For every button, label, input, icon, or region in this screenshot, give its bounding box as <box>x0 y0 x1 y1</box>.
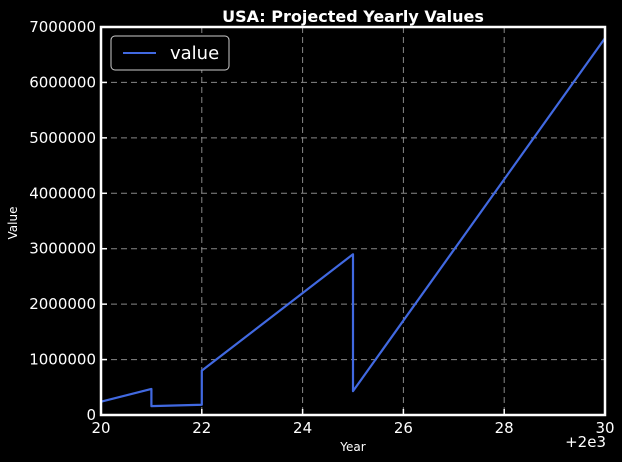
plot-frame <box>99 25 607 417</box>
y-axis-title: Value <box>6 207 20 240</box>
x-axis-offset-label: +2e3 <box>565 433 606 451</box>
y-tick-label: 6000000 <box>29 73 96 91</box>
x-axis-ticks: 20 22 24 26 28 30 <box>91 409 615 437</box>
x-tick-label: 22 <box>192 419 211 437</box>
y-tick-label: 0 <box>86 406 96 424</box>
series-line-value <box>100 37 606 408</box>
legend-label-value: value <box>170 43 219 64</box>
y-axis-ticks: 0 1000000 2000000 3000000 4000000 5000000 6000… <box>29 18 107 424</box>
chart-title: USA: Projected Yearly Values <box>222 7 484 26</box>
legend: value <box>110 35 230 71</box>
x-tick-label: 26 <box>394 419 413 437</box>
x-tick-label: 30 <box>595 419 614 437</box>
x-tick-label: 20 <box>91 419 110 437</box>
y-tick-label: 7000000 <box>29 18 96 36</box>
y-tick-label: 1000000 <box>29 351 96 369</box>
y-tick-label: 4000000 <box>29 184 96 202</box>
y-tick-label: 3000000 <box>29 240 96 258</box>
x-axis-title: Year <box>339 440 365 454</box>
series-layer <box>100 37 606 408</box>
y-tick-label: 2000000 <box>29 295 96 313</box>
legend-box <box>110 35 230 71</box>
y-tick-label: 5000000 <box>29 129 96 147</box>
x-tick-label: 24 <box>293 419 312 437</box>
x-tick-label: 28 <box>495 419 514 437</box>
